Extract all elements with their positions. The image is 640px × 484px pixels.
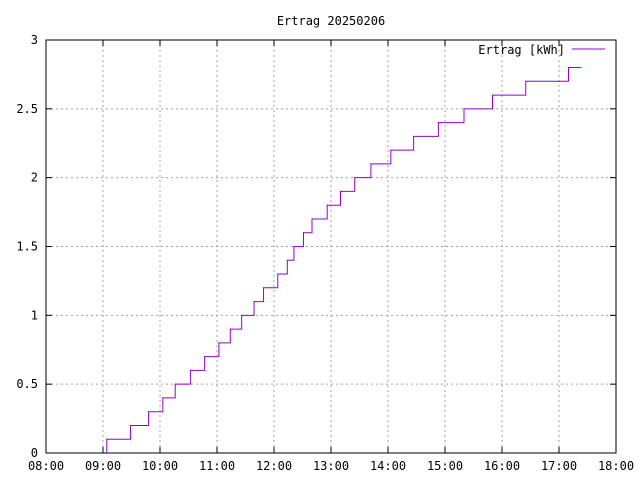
series-line: [103, 67, 581, 454]
y-tick-label: 0: [31, 446, 38, 460]
data-point: [174, 383, 176, 385]
data-point: [148, 411, 150, 413]
y-tick-labels: 0 0.5 1 1.5 2 2.5 3: [16, 33, 38, 460]
y-tick-label: 0.5: [16, 377, 38, 391]
data-point: [525, 80, 527, 82]
data-point: [463, 108, 465, 110]
series-layer: [103, 66, 582, 454]
x-tick-label: 16:00: [484, 459, 520, 473]
data-point: [106, 438, 108, 440]
data-point: [218, 342, 220, 344]
data-point: [339, 190, 342, 193]
legend: Ertrag [kWh]: [478, 43, 605, 57]
plot-frame: [45, 39, 617, 454]
x-tick-label: 13:00: [313, 459, 349, 473]
data-point: [129, 424, 132, 427]
data-point: [229, 328, 231, 330]
y-tick-label: 3: [31, 33, 38, 47]
data-point: [326, 204, 328, 206]
x-tick-label: 10:00: [142, 459, 178, 473]
x-tick-label: 18:00: [598, 459, 634, 473]
data-point: [162, 397, 164, 399]
data-point: [370, 163, 372, 165]
data-point: [491, 94, 494, 96]
data-point: [413, 135, 415, 137]
data-point: [567, 66, 570, 69]
chart-title: Ertrag 20250206: [277, 14, 385, 28]
x-tick-label: 11:00: [199, 459, 235, 473]
data-point: [286, 259, 288, 261]
data-point: [354, 177, 356, 179]
x-tick-label: 17:00: [541, 459, 577, 473]
x-tick-label: 12:00: [256, 459, 292, 473]
data-point: [277, 273, 279, 275]
data-point: [253, 300, 255, 303]
y-tick-label: 2: [31, 171, 38, 185]
x-tick-labels: 08:00 09:00 10:00 11:00 12:00 13:00 14:00 15:00…: [28, 459, 634, 473]
data-point: [293, 245, 295, 248]
x-tick-label: 15:00: [427, 459, 463, 473]
data-point: [390, 149, 392, 151]
data-point: [580, 66, 582, 69]
x-tick-label: 14:00: [370, 459, 406, 473]
data-point: [437, 122, 439, 124]
data-point: [262, 287, 265, 289]
data-point: [302, 232, 305, 234]
x-tick-label: 09:00: [85, 459, 121, 473]
legend-label: Ertrag [kWh]: [478, 43, 565, 57]
y-tick-label: 1.5: [16, 240, 38, 254]
data-point: [204, 356, 206, 358]
grid-lines: [46, 40, 616, 453]
x-tick-label: 08:00: [28, 459, 64, 473]
y-tick-label: 1: [31, 308, 38, 322]
data-point: [311, 218, 313, 220]
data-point: [189, 369, 191, 371]
y-tick-label: 2.5: [16, 102, 38, 116]
data-point: [241, 314, 243, 316]
